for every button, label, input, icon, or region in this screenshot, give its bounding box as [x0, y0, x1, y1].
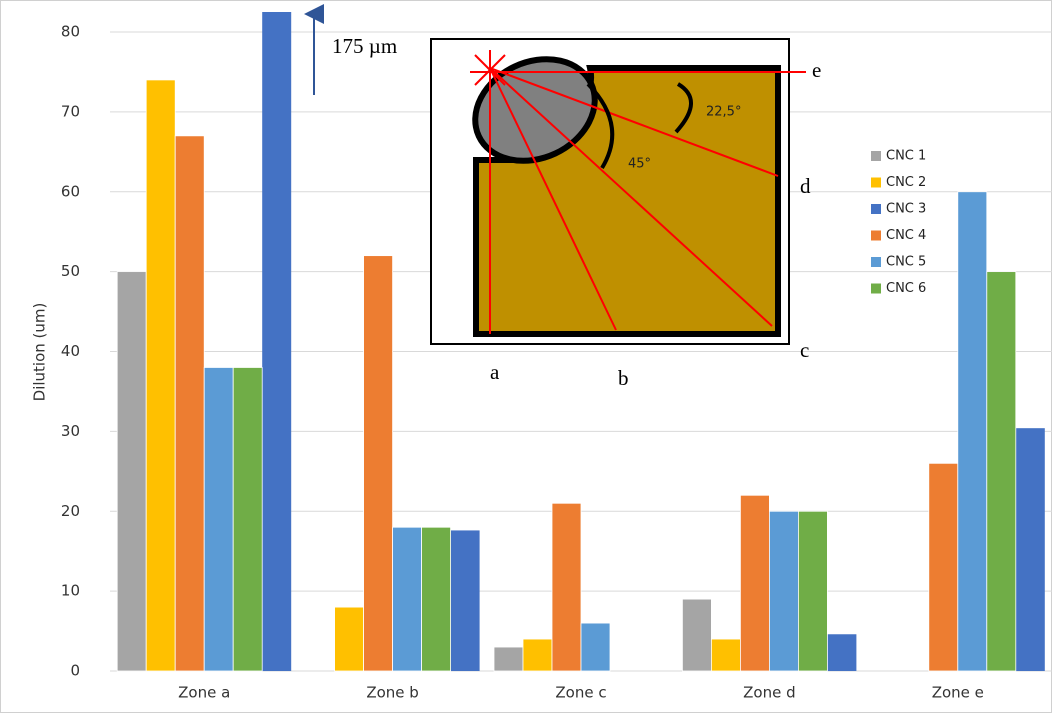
y-tick-label: 60	[61, 182, 80, 200]
annotation: d	[800, 174, 811, 198]
annotation: 22,5°	[706, 105, 741, 120]
y-tick-label: 0	[70, 662, 80, 680]
bar	[957, 191, 988, 672]
y-tick-label: 20	[61, 502, 80, 520]
annotation: 175 µm	[332, 34, 397, 58]
y-tick-label: 70	[61, 102, 80, 120]
legend-label: CNC 1	[886, 149, 926, 164]
bar	[986, 271, 1017, 672]
bar	[551, 502, 582, 672]
bar	[116, 271, 147, 672]
legend-swatch	[871, 151, 881, 161]
inset-lines	[470, 50, 806, 334]
y-axis-label: Dilution (um)	[31, 303, 49, 402]
bar	[740, 494, 770, 672]
legend-swatch	[871, 204, 881, 214]
bar	[798, 510, 828, 672]
bar	[392, 526, 423, 672]
x-tick-label: Zone c	[555, 684, 606, 702]
bar	[262, 12, 292, 671]
bar	[421, 526, 452, 672]
bars	[116, 12, 1045, 672]
bar	[580, 622, 611, 672]
angle-arrow	[586, 82, 615, 170]
annotation: c	[800, 338, 809, 362]
bar	[711, 638, 741, 672]
angle-arrow	[674, 82, 693, 134]
y-tick-label: 50	[61, 262, 80, 280]
legend-label: CNC 2	[886, 175, 926, 190]
legend-swatch	[871, 230, 881, 241]
annotation: b	[618, 366, 629, 390]
annotation: a	[490, 360, 500, 384]
y-tick-label: 30	[61, 422, 80, 440]
annotation: 45°	[628, 157, 651, 172]
legend-swatch	[871, 257, 881, 267]
x-tick-label: Zone b	[366, 684, 418, 702]
y-tick-label: 10	[61, 582, 80, 600]
legend: CNC 1 CNC 2 CNC 3 CNC 4 CNC 5 CNC 6	[871, 149, 926, 296]
x-tick-label: Zone a	[178, 684, 230, 702]
y-tick-label: 40	[61, 342, 80, 360]
legend-label: CNC 6	[886, 281, 926, 296]
bar	[522, 638, 553, 672]
bar	[145, 79, 176, 672]
legend-label: CNC 3	[886, 202, 926, 217]
y-tick-label: 80	[61, 23, 80, 41]
x-tick-label: Zone d	[743, 684, 795, 702]
bar	[450, 530, 480, 671]
bar	[1015, 428, 1045, 671]
legend-label: CNC 5	[886, 255, 926, 270]
legend-swatch	[871, 177, 881, 188]
bar	[928, 462, 959, 672]
bar	[493, 646, 524, 672]
x-tick-label: Zone e	[932, 684, 984, 702]
bar	[232, 367, 263, 672]
bar	[203, 367, 234, 672]
bar	[682, 598, 712, 672]
bar	[174, 135, 205, 672]
inset-diagram	[430, 38, 806, 345]
annotation: e	[812, 58, 821, 82]
bar	[827, 634, 857, 671]
legend-swatch	[871, 283, 881, 294]
bar	[769, 510, 799, 672]
bar	[363, 255, 394, 672]
bar	[334, 606, 365, 672]
legend-label: CNC 4	[886, 228, 926, 243]
